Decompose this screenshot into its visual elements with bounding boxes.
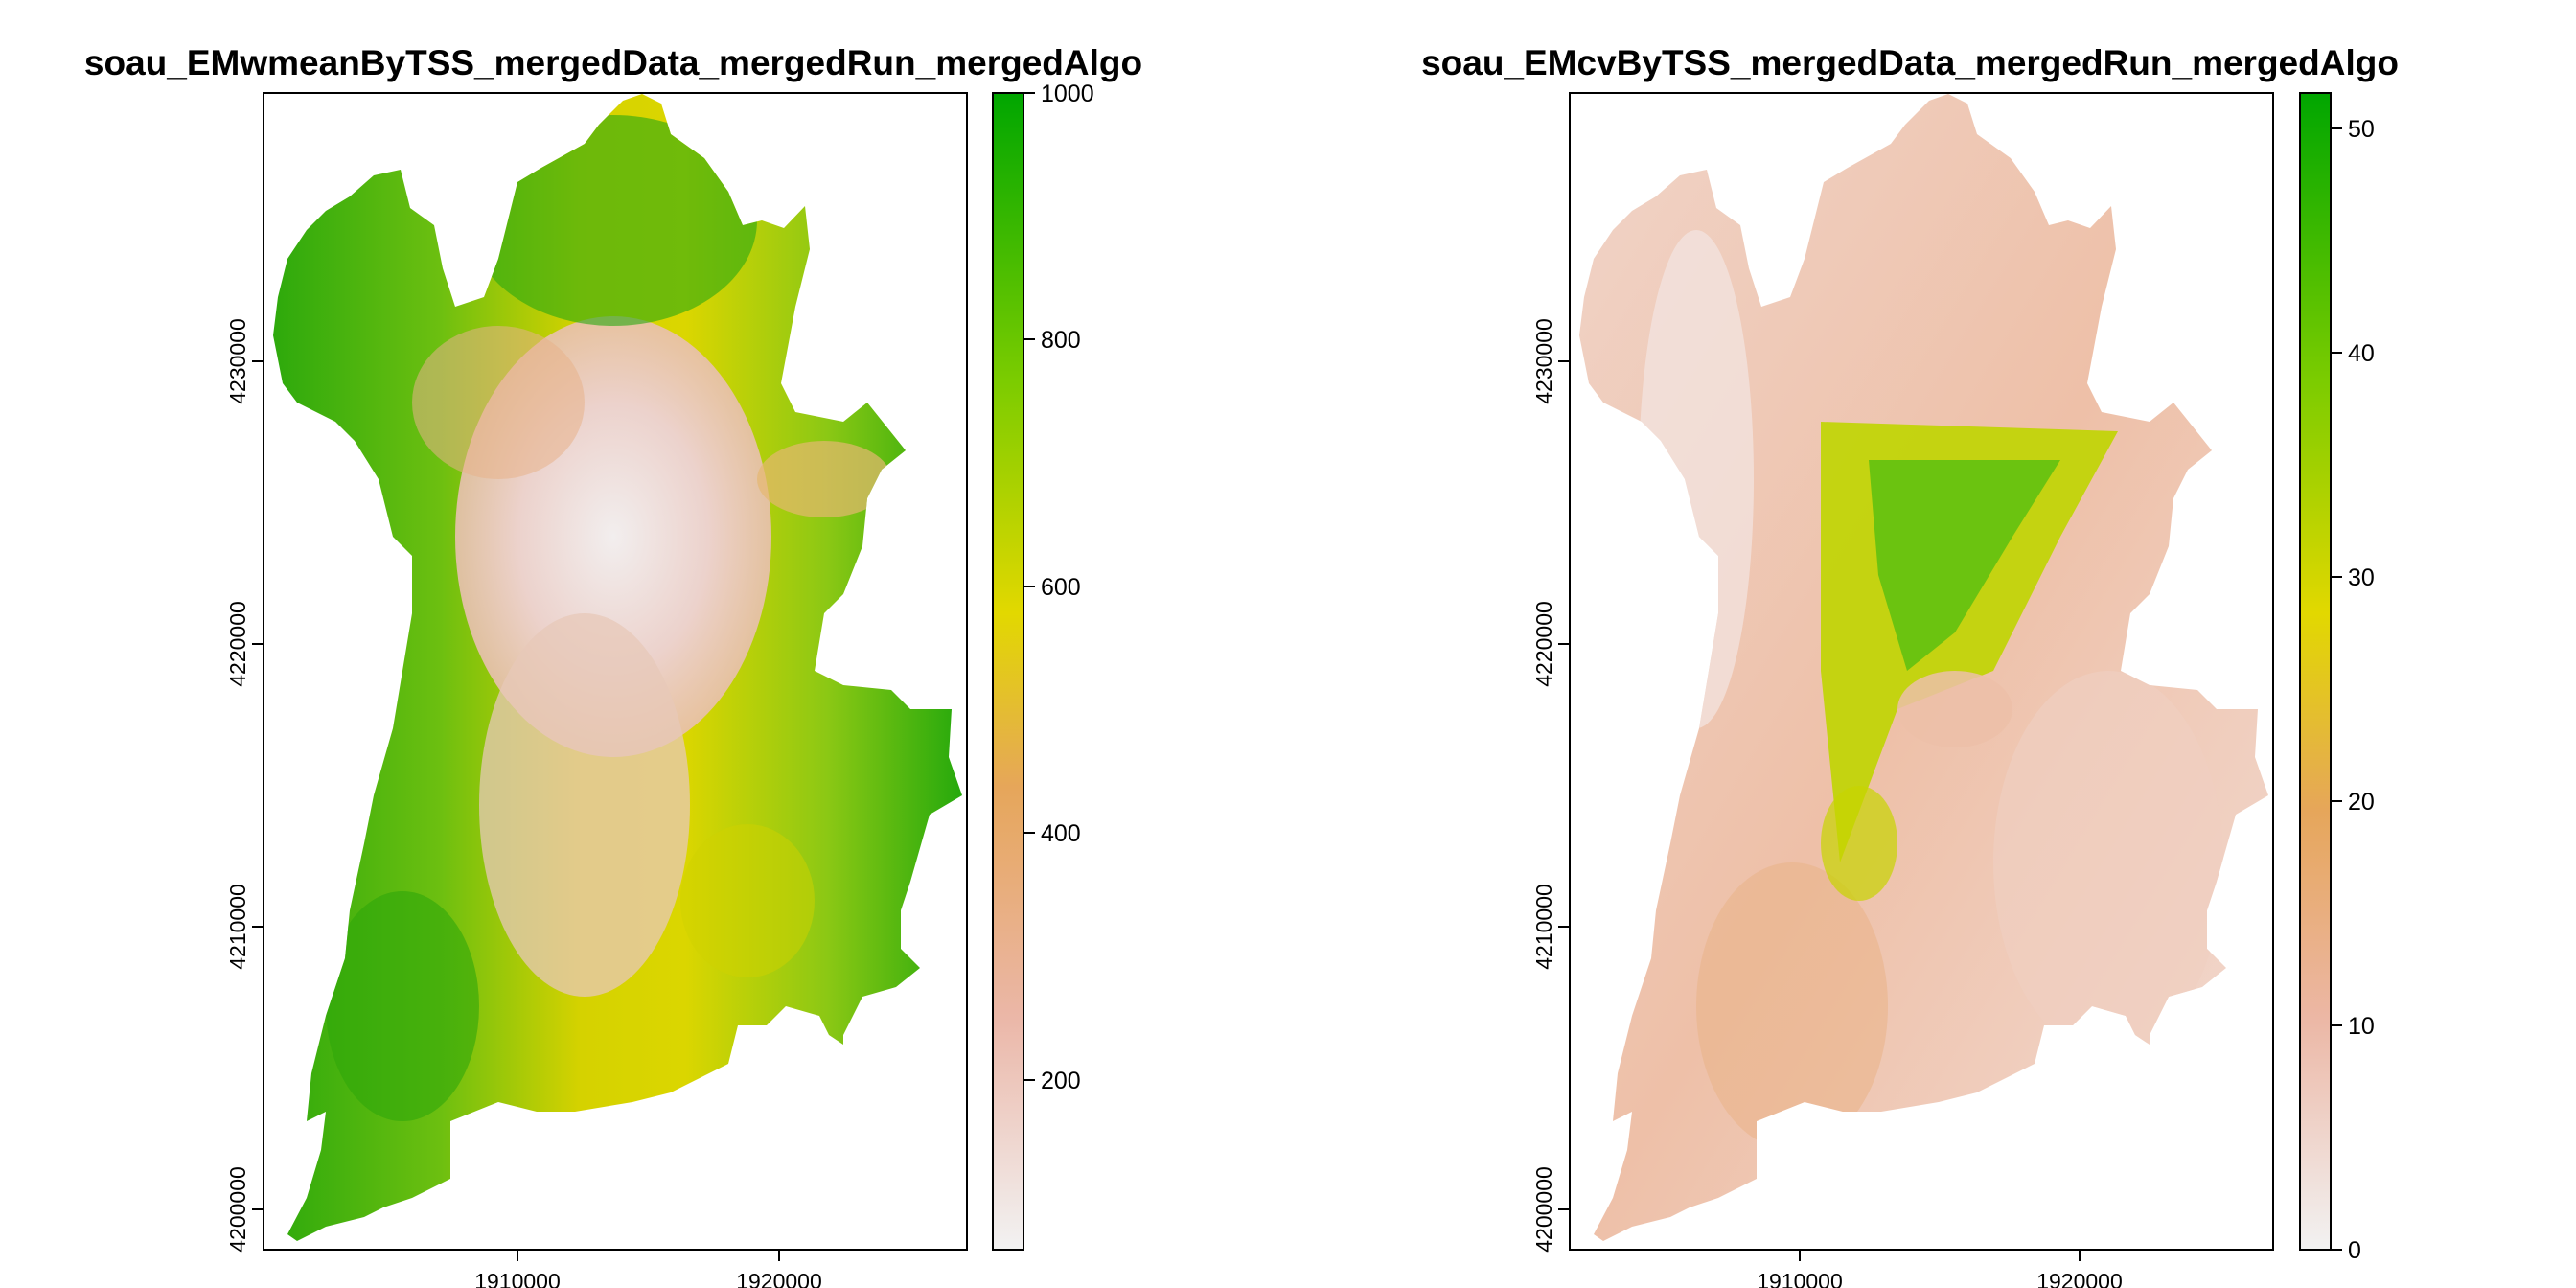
x-tick-label: 1910000 [474, 1269, 561, 1288]
panel-cv-colorbar: 50 40 30 20 10 0 [2299, 92, 2375, 1264]
panel-cv-x-axis: 1910000 1920000 [1757, 1250, 2123, 1288]
colorbar-label: 400 [1041, 820, 1081, 847]
colorbar-label: 600 [1041, 574, 1081, 601]
panel-mean-raster [273, 94, 962, 1241]
colorbar-label: 1000 [1041, 80, 1094, 107]
panel-cv-raster [1579, 94, 2268, 1241]
colorbar-label: 30 [2348, 564, 2375, 591]
colorbar-label: 800 [1041, 327, 1081, 354]
panel-cv: soau_EMcvByTSS_mergedData_mergedRun_merg… [1421, 43, 2399, 1288]
y-tick-label: 4230000 [1531, 318, 1556, 404]
panel-mean-plot-frame [263, 92, 968, 1251]
y-tick-label: 4210000 [1531, 884, 1556, 970]
panel-mean-x-axis: 1910000 1920000 [474, 1250, 822, 1288]
x-tick-label: 1910000 [1757, 1269, 1843, 1288]
y-tick-label: 4200000 [1531, 1166, 1556, 1253]
colorbar-label: 40 [2348, 340, 2375, 367]
colorbar-label: 200 [1041, 1068, 1081, 1094]
panel-mean-colorbar: 1000 800 600 400 200 [992, 80, 1094, 1251]
y-tick-label: 4200000 [225, 1166, 250, 1253]
panel-cv-plot-frame [1569, 92, 2274, 1251]
panel-mean-title: soau_EMwmeanByTSS_mergedData_mergedRun_m… [84, 43, 1142, 82]
panel-mean-y-axis: 4230000 4220000 4210000 4200000 [225, 318, 264, 1253]
colorbar-label: 50 [2348, 116, 2375, 143]
colorbar-gradient [992, 92, 1024, 1251]
colorbar-label: 20 [2348, 789, 2375, 816]
colorbar-label: 0 [2348, 1237, 2361, 1264]
y-tick-label: 4210000 [225, 884, 250, 970]
x-tick-label: 1920000 [2036, 1269, 2123, 1288]
y-tick-label: 4230000 [225, 318, 250, 404]
panel-cv-y-axis: 4230000 4220000 4210000 4200000 [1531, 318, 1570, 1253]
x-tick-label: 1920000 [736, 1269, 822, 1288]
y-tick-label: 4220000 [225, 601, 250, 687]
colorbar-gradient [2299, 92, 2332, 1251]
colorbar-label: 10 [2348, 1013, 2375, 1040]
panel-mean: soau_EMwmeanByTSS_mergedData_mergedRun_m… [84, 43, 1142, 1288]
panel-cv-title: soau_EMcvByTSS_mergedData_mergedRun_merg… [1421, 43, 2399, 82]
y-tick-label: 4220000 [1531, 601, 1556, 687]
